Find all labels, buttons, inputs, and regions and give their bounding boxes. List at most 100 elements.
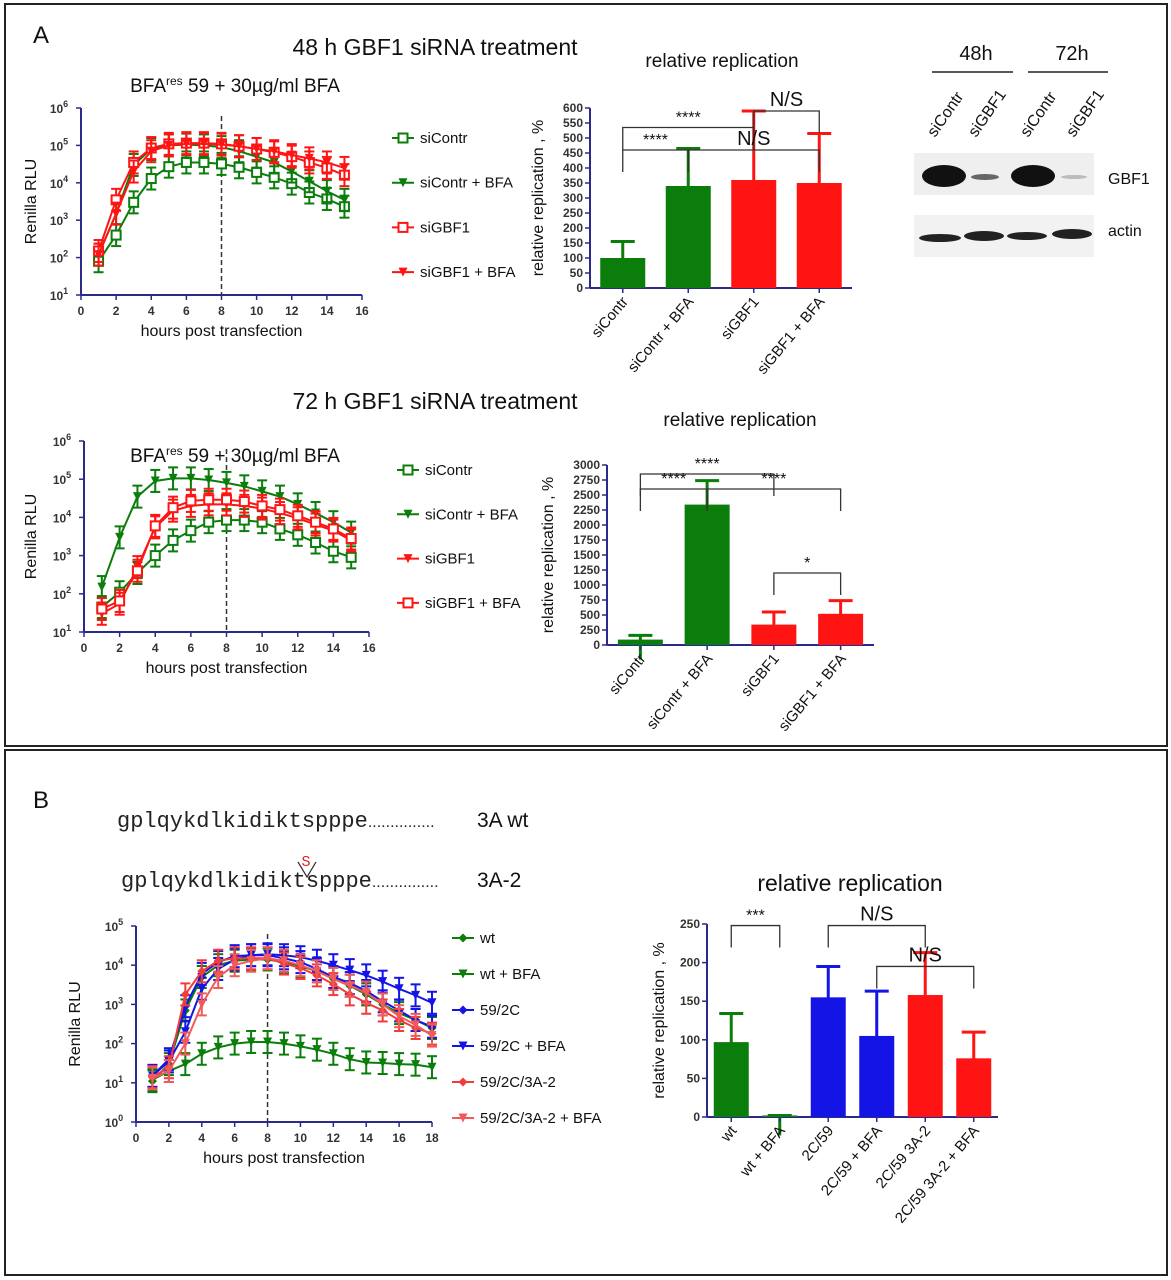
title-text: BFA xyxy=(130,446,166,467)
y-axis-label: Renilla RLU xyxy=(23,159,40,244)
x-tick-label: 2 xyxy=(116,641,123,655)
category-label: 2C/59 xyxy=(799,1123,838,1165)
square-marker xyxy=(114,595,126,607)
triangle-marker xyxy=(180,1039,190,1049)
blot-band xyxy=(971,174,999,180)
square-marker xyxy=(292,529,304,541)
triangle-marker xyxy=(411,1020,421,1030)
triangle-marker xyxy=(458,969,468,979)
triangle-marker xyxy=(378,999,388,1009)
y-tick-label: 103 xyxy=(50,211,68,228)
sequence-dots: ............... xyxy=(368,814,435,831)
triangle-marker xyxy=(279,956,289,966)
blot-lane-label: siGBF1 xyxy=(965,87,1010,141)
triangle-marker xyxy=(378,1058,388,1068)
bar xyxy=(617,639,663,645)
y-tick-label: 103 xyxy=(105,995,123,1012)
panel-b-label: B xyxy=(33,787,49,814)
significance-label: **** xyxy=(676,110,701,127)
category-label: siContr xyxy=(588,294,632,341)
x-tick-label: 14 xyxy=(360,1131,374,1145)
legend-label: siGBF1 xyxy=(425,551,475,568)
triangle-marker xyxy=(246,956,256,966)
triangle-marker xyxy=(181,139,191,149)
y-axis-label: relative replication , % xyxy=(530,120,547,277)
legend-item: 59/2C/3A-2 + BFA xyxy=(452,1110,601,1127)
y-tick-label: 300 xyxy=(563,191,583,205)
blot-lane-label: siContr xyxy=(924,88,967,140)
square-marker xyxy=(145,173,157,185)
y-tick-label: 750 xyxy=(580,593,600,607)
sequence-mut-label: 3A-2 xyxy=(477,869,521,892)
blot-time-48h: 48h xyxy=(959,43,992,65)
y-tick-label: 1250 xyxy=(573,563,600,577)
square-marker xyxy=(221,514,232,526)
x-tick-label: 0 xyxy=(81,641,88,655)
x-tick-label: 12 xyxy=(291,641,305,655)
significance-bracket xyxy=(706,488,842,511)
triangle-marker xyxy=(312,966,322,976)
triangle-marker xyxy=(213,972,223,982)
square-marker xyxy=(310,516,322,528)
y-tick-label: 3000 xyxy=(573,458,600,472)
diamond-marker xyxy=(213,956,223,966)
triangle-marker xyxy=(222,478,231,488)
square-marker xyxy=(292,510,304,522)
bar-chart: relative replication , % relative replica… xyxy=(530,51,852,378)
panel-a-label: A xyxy=(33,22,49,49)
sequence-dots: ............... xyxy=(372,874,439,891)
triangle-marker xyxy=(132,492,142,502)
x-axis-label: hours post transfection xyxy=(141,323,303,340)
line-chart: Renilla RLU BFAres 59 + 30µg/ml BFA 0 2 4 6 8 1… xyxy=(23,432,520,677)
title-48h: 48 h GBF1 siRNA treatment xyxy=(292,34,578,60)
triangle-marker xyxy=(322,157,332,167)
y-tick-label: 500 xyxy=(580,608,600,622)
triangle-marker xyxy=(230,960,240,970)
triangle-marker xyxy=(295,960,305,970)
blot-band xyxy=(1061,175,1087,179)
square-marker xyxy=(345,551,357,563)
y-tick-label: 150 xyxy=(563,236,583,250)
series-wt xyxy=(147,947,437,1094)
y-tick-label: 0 xyxy=(693,1110,700,1124)
series-sigbf1-bfa xyxy=(93,131,350,267)
square-marker xyxy=(149,550,161,562)
square-marker xyxy=(167,502,179,514)
x-tick-label: 8 xyxy=(223,641,230,655)
y-tick-label: 105 xyxy=(53,470,71,487)
x-axis-label: hours post transfection xyxy=(203,1150,365,1167)
x-tick-label: 14 xyxy=(320,304,334,318)
significance-bracket xyxy=(753,110,820,133)
western-blot: 48h 72h siContr siGBF1 siContr siGBF1 GB… xyxy=(914,43,1150,257)
legend-label: siGBF1 + BFA xyxy=(420,264,515,281)
blot-band xyxy=(1011,165,1055,187)
x-tick-label: 12 xyxy=(327,1131,341,1145)
x-tick-label: 4 xyxy=(152,641,159,655)
legend-item: siContr xyxy=(397,462,473,479)
x-tick-label: 6 xyxy=(183,304,190,318)
series-line xyxy=(152,957,433,1080)
triangle-marker xyxy=(239,481,249,491)
square-marker xyxy=(180,156,192,168)
blot-band xyxy=(919,234,961,242)
y-tick-label: 2750 xyxy=(573,473,600,487)
square-marker xyxy=(310,537,322,549)
triangle-marker xyxy=(403,509,413,519)
square-marker xyxy=(327,523,339,535)
category-label: siContr xyxy=(606,651,650,698)
significance-bracket xyxy=(876,965,975,989)
y-tick-label: 400 xyxy=(563,161,583,175)
triangle-marker xyxy=(361,1057,371,1067)
square-marker xyxy=(185,495,197,507)
y-tick-label: 104 xyxy=(50,174,68,191)
y-tick-label: 105 xyxy=(105,917,123,934)
series-wt-bfa xyxy=(147,1029,437,1092)
square-marker xyxy=(131,565,143,577)
line-chart: Renilla RLU BFAres 59 + 30µg/ml BFA 0 2 4 6 8 1… xyxy=(23,74,515,340)
x-tick-label: 12 xyxy=(285,304,299,318)
y-tick-label: 250 xyxy=(563,206,583,220)
triangle-marker xyxy=(263,1037,273,1047)
category-label: siGBF1 xyxy=(718,294,763,343)
triangle-marker xyxy=(147,1073,157,1083)
